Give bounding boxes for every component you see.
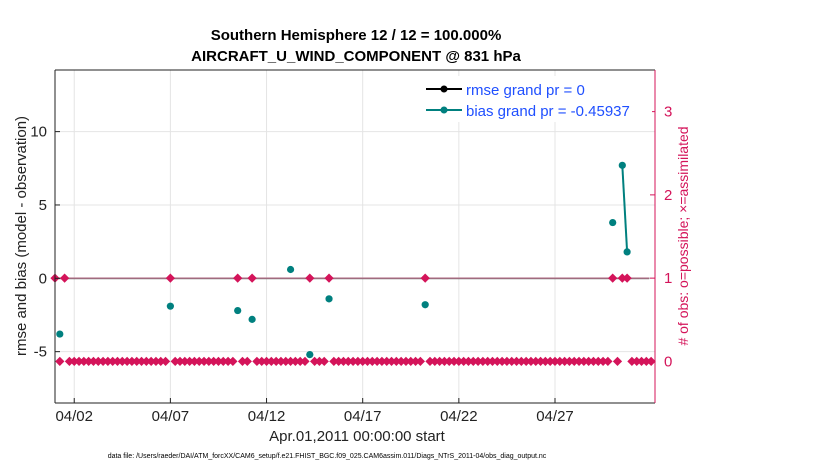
x-tick-label: 04/27 xyxy=(536,408,574,425)
obs-zero-marker xyxy=(415,356,426,366)
bias-point xyxy=(248,315,256,323)
footer-data-file: data file: /Users/raeder/DAI/ATM_forcXX/… xyxy=(108,453,547,460)
y2-tick-label: 1 xyxy=(664,270,672,287)
bias-point xyxy=(609,218,617,227)
bias-point xyxy=(56,330,64,338)
obs-zero-marker xyxy=(228,356,238,366)
obs-count-marker xyxy=(233,273,243,283)
bias-segment xyxy=(621,165,629,252)
obs-count-marker xyxy=(247,273,257,283)
obs-count-marker xyxy=(165,273,176,283)
obs-count-marker xyxy=(622,273,632,283)
x-tick-label: 04/22 xyxy=(440,408,478,425)
series-layer xyxy=(50,161,656,366)
y2-tick-label: 0 xyxy=(664,353,672,370)
bias-point xyxy=(234,306,242,315)
y-tick-label: -5 xyxy=(34,344,47,361)
obs-zero-marker xyxy=(55,356,65,366)
bias-point xyxy=(286,265,295,274)
obs-count-marker xyxy=(420,273,430,283)
y2-tick-label: 3 xyxy=(664,104,672,121)
obs-count-marker xyxy=(324,273,334,283)
x-axis-label: Apr.01,2011 00:00:00 start xyxy=(269,428,446,445)
bias-point xyxy=(166,302,174,310)
obs-count-marker xyxy=(59,273,70,283)
legend-box xyxy=(418,76,652,122)
obs-zero-marker xyxy=(612,356,623,366)
chart-title-line-2: AIRCRAFT_U_WIND_COMPONENT @ 831 hPa xyxy=(191,48,521,65)
y-tick-label: 0 xyxy=(39,270,47,287)
obs-zero-marker xyxy=(603,356,613,366)
legend-rmse-label: rmse grand pr = 0 xyxy=(466,82,585,99)
legend-bias-marker xyxy=(440,106,448,114)
x-tick-label: 04/07 xyxy=(152,408,190,425)
bias-point xyxy=(618,161,626,169)
obs-zero-marker xyxy=(300,356,310,366)
y-axis-ticks: -5 0 5 10 xyxy=(30,124,60,361)
legend-bias-label: bias grand pr = -0.45937 xyxy=(466,103,630,120)
bias-point xyxy=(306,350,314,359)
y2-axis-label: # of obs: o=possible; ×=assimilated xyxy=(675,126,691,345)
obs-zero-marker xyxy=(160,356,171,366)
bias-point xyxy=(325,295,333,303)
legend-rmse-marker xyxy=(440,85,448,93)
obs-count-marker xyxy=(305,273,315,283)
obs-zero-marker xyxy=(319,356,329,366)
y-tick-label: 5 xyxy=(39,197,47,214)
y-axis-label: rmse and bias (model - observation) xyxy=(13,116,30,356)
y2-axis-ticks: 0 1 2 3 xyxy=(650,104,672,370)
x-tick-label: 04/02 xyxy=(55,408,93,425)
obs-zero-marker xyxy=(242,356,252,366)
x-tick-label: 04/12 xyxy=(248,408,286,425)
x-axis-ticks: 04/02 04/07 04/12 04/17 04/22 04/27 xyxy=(55,398,574,425)
obs-count-marker xyxy=(608,273,618,283)
y2-tick-label: 2 xyxy=(664,187,672,204)
y-tick-label: 10 xyxy=(30,124,47,141)
chart-title-line-1: Southern Hemisphere 12 / 12 = 100.000% xyxy=(211,27,502,44)
x-tick-label: 04/17 xyxy=(344,408,382,425)
bias-point xyxy=(623,248,631,256)
bias-point xyxy=(421,301,429,309)
